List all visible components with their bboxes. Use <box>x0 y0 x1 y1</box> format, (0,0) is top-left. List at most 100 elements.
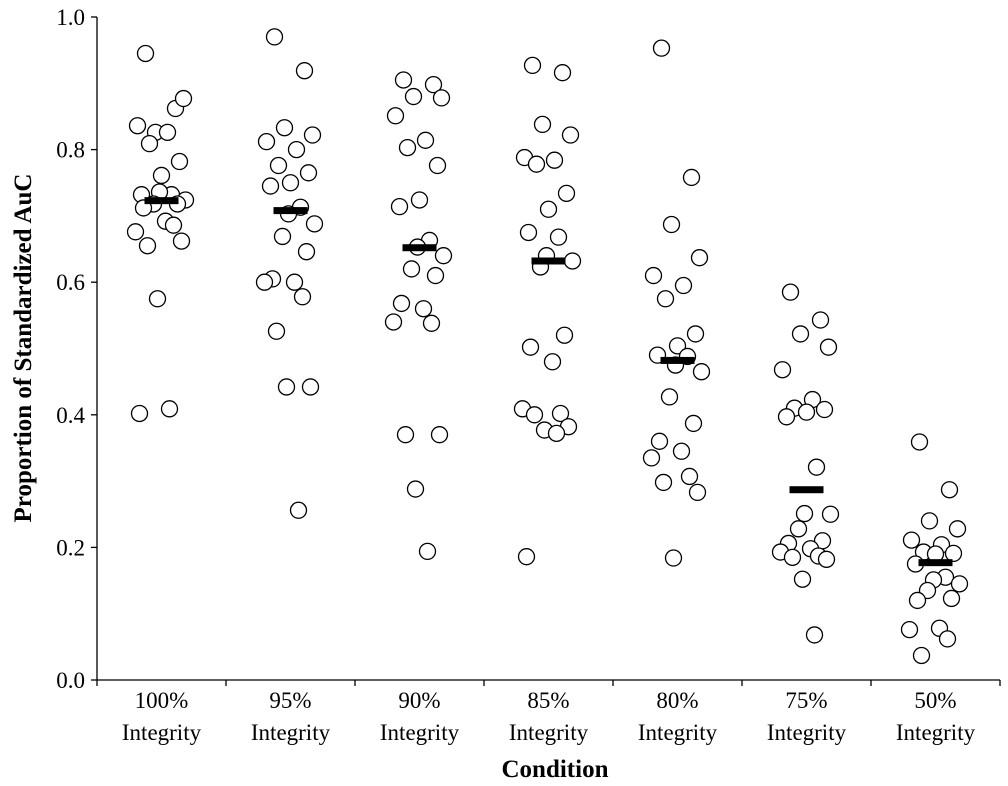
y-ticks: 0.0 0.2 0.4 0.6 0.8 1.0 <box>56 5 97 693</box>
data-point <box>940 481 959 499</box>
data-point <box>523 56 542 75</box>
data-point <box>807 458 826 476</box>
data-point <box>543 353 562 371</box>
data-point <box>553 64 572 82</box>
data-point <box>303 126 322 144</box>
y-tick-label: 1.0 <box>56 5 85 30</box>
data-point <box>684 414 703 433</box>
x-category-percent: 85% <box>527 688 569 713</box>
data-point <box>948 520 967 538</box>
data-point <box>424 75 443 94</box>
x-category-label: Integrity <box>638 720 718 745</box>
x-category-label: Integrity <box>767 720 847 745</box>
y-tick-label: 0.6 <box>56 270 85 295</box>
data-point <box>174 89 193 108</box>
data-point <box>688 483 707 502</box>
data-point <box>819 338 838 356</box>
data-point <box>815 400 834 419</box>
data-point <box>265 28 284 46</box>
data-point <box>674 276 693 295</box>
data-point <box>289 501 308 519</box>
x-category-label: Integrity <box>896 720 976 745</box>
data-point <box>777 408 796 426</box>
data-point <box>138 237 157 255</box>
x-category-label: Integrity <box>251 720 331 745</box>
data-point <box>547 424 566 443</box>
mean-bar <box>273 207 308 215</box>
data-point <box>428 156 447 175</box>
x-category-percent: 80% <box>656 688 698 713</box>
data-point <box>539 200 558 218</box>
x-category-label: Integrity <box>122 720 202 745</box>
data-point <box>410 191 429 209</box>
x-category-label: Integrity <box>509 720 589 745</box>
data-point <box>416 131 435 149</box>
data-point <box>140 134 159 153</box>
mean-bar <box>402 244 437 252</box>
data-point <box>791 325 810 343</box>
data-point <box>394 71 413 89</box>
data-points <box>126 28 969 665</box>
data-point <box>267 322 286 340</box>
data-point <box>682 168 701 187</box>
data-point <box>418 542 437 561</box>
data-point <box>773 361 792 379</box>
data-point <box>902 531 921 549</box>
data-point <box>533 115 552 134</box>
data-point <box>404 87 423 106</box>
data-point <box>519 223 538 242</box>
data-point <box>908 591 927 610</box>
x-ticks: 100% Integrity 95% Integrity 90% Integrity 85%… <box>96 680 1001 745</box>
x-category-percent: 95% <box>269 688 311 713</box>
data-point <box>817 550 836 568</box>
data-point <box>164 216 183 234</box>
data-point <box>261 177 280 195</box>
data-point <box>811 311 830 329</box>
data-point <box>650 432 669 450</box>
data-point <box>821 505 840 523</box>
data-point <box>281 174 300 192</box>
data-point <box>920 512 939 530</box>
data-point <box>392 294 411 313</box>
y-axis-title: Proportion of Standardized AuC <box>10 174 37 523</box>
data-point <box>672 442 691 460</box>
data-point <box>269 156 288 175</box>
data-point <box>386 107 405 125</box>
data-point <box>277 378 296 396</box>
data-point <box>551 404 570 423</box>
data-point <box>299 164 318 182</box>
mean-bar <box>660 356 695 364</box>
data-point <box>434 247 453 265</box>
data-point <box>160 400 179 418</box>
data-point <box>668 337 687 355</box>
data-point <box>662 215 681 234</box>
mean-bar <box>144 197 179 205</box>
data-point <box>795 504 814 523</box>
data-point <box>295 62 314 80</box>
data-point <box>642 449 661 467</box>
mean-bar <box>918 559 953 567</box>
data-point <box>172 232 191 250</box>
data-point <box>545 151 564 169</box>
data-point <box>644 266 663 285</box>
data-point <box>950 575 969 593</box>
data-point <box>426 266 445 285</box>
data-point <box>293 288 312 306</box>
data-point <box>273 227 292 246</box>
data-point <box>170 152 189 171</box>
data-point <box>521 338 540 356</box>
data-point <box>652 39 671 57</box>
data-point <box>158 123 177 142</box>
y-tick-label: 0.0 <box>56 668 85 693</box>
x-category-percent: 50% <box>914 688 956 713</box>
data-point <box>942 589 961 608</box>
data-point <box>686 325 705 343</box>
data-point <box>910 433 929 451</box>
data-point <box>432 89 451 107</box>
data-point <box>255 273 274 291</box>
x-axis-title: Condition <box>502 756 609 783</box>
x-category-percent: 90% <box>398 688 440 713</box>
data-point <box>555 326 574 344</box>
data-point <box>781 283 800 301</box>
data-point <box>692 363 711 381</box>
